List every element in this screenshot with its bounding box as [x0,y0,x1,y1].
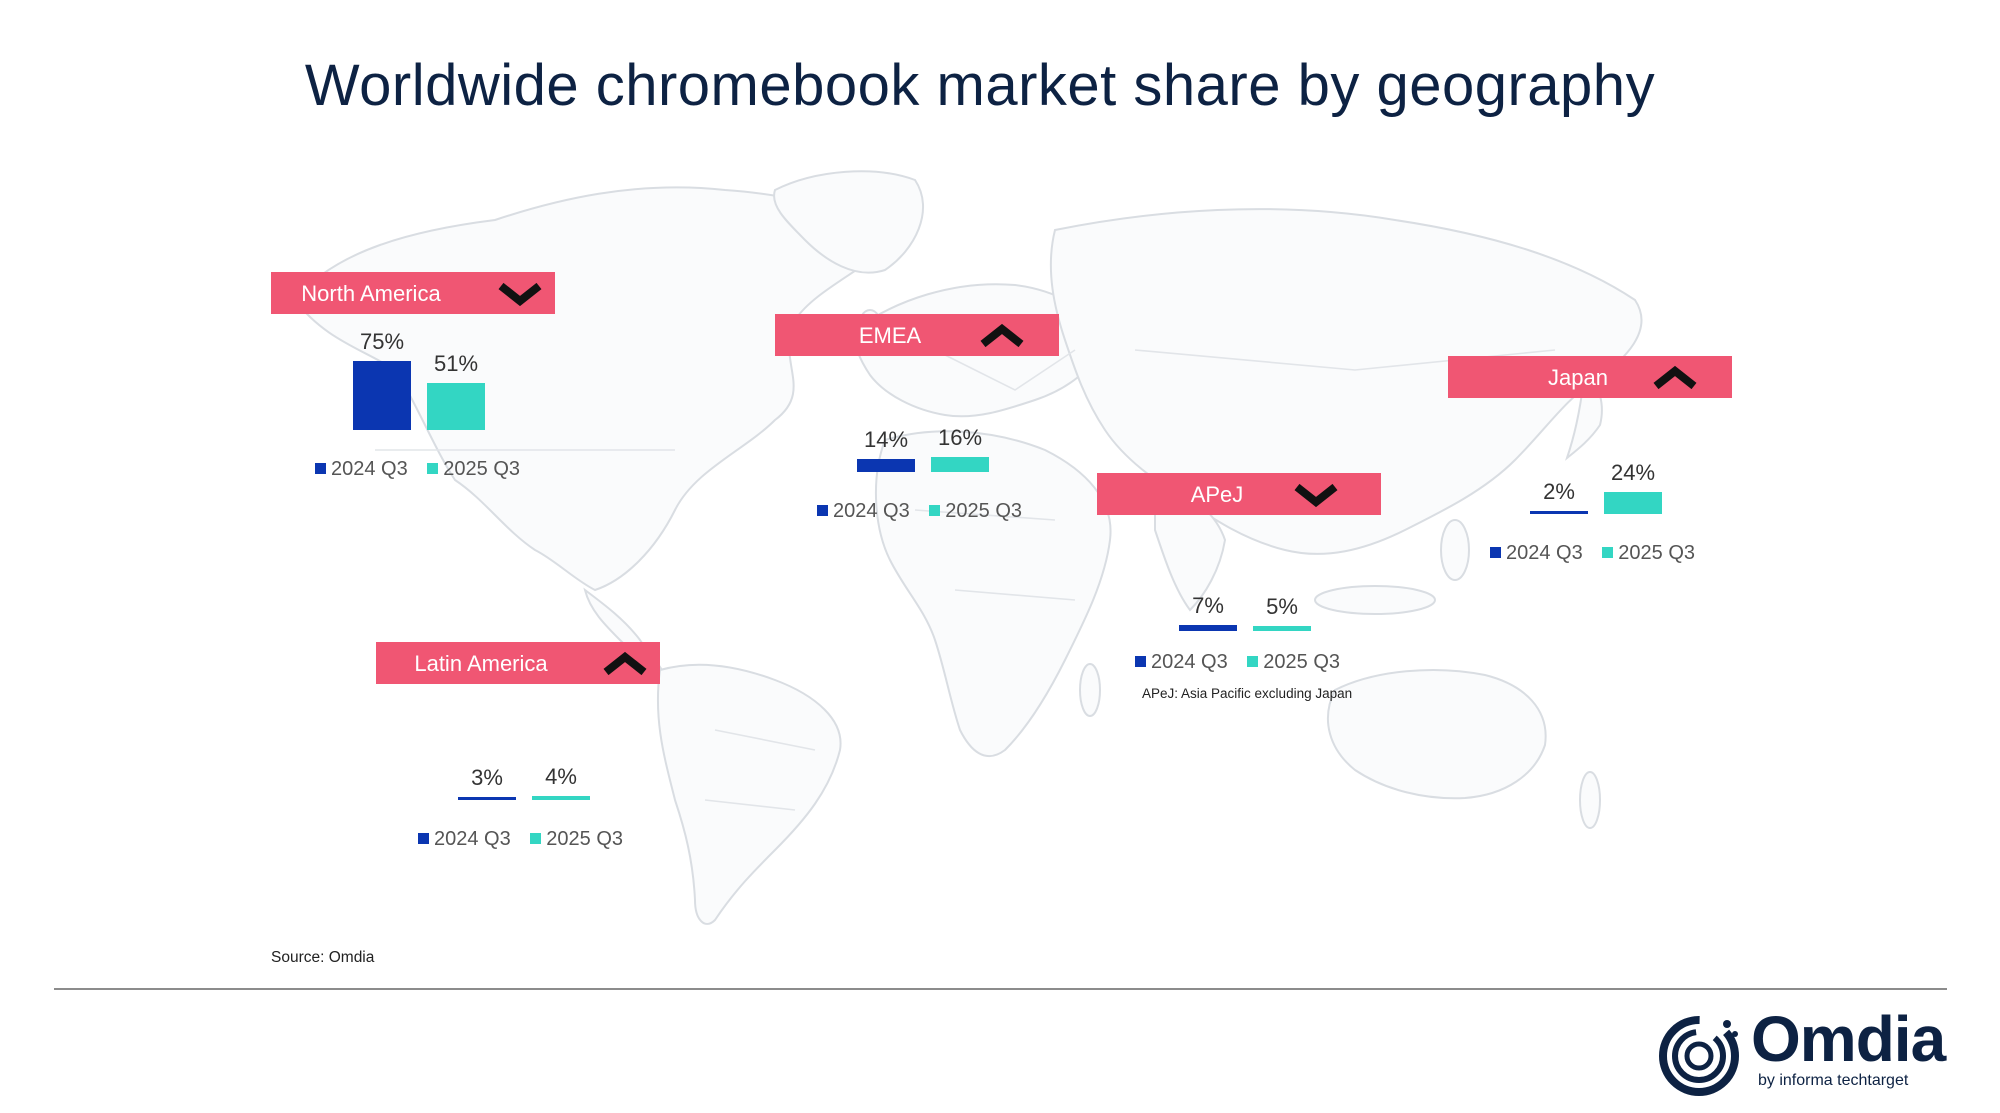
bar-value-label: 2% [1543,479,1575,504]
bar-value-label: 3% [471,765,503,790]
legend-item-2024: 2024 Q3 [315,458,408,481]
bar-2024-q3 [1530,511,1588,514]
region-banner: APeJ [1097,473,1381,515]
chart-legend: 2024 Q3 2025 Q3 [1490,542,1709,565]
map-australia [1326,669,1547,800]
omdia-logo-tagline: by informa techtarget [1758,1072,1909,1089]
bar-2025-q3 [931,457,989,472]
map-border [704,729,816,811]
legend-item-2024: 2024 Q3 [1490,542,1583,565]
region-emea: EMEA 2024 Q3 2025 Q3 14% 16% [775,314,1065,554]
chart-legend: 2024 Q3 2025 Q3 [418,828,637,851]
legend-label: 2024 Q3 [833,500,910,522]
region-name: EMEA [858,323,922,348]
legend-label: 2024 Q3 [331,458,408,480]
bar-value-label: 7% [1192,592,1224,618]
divider [54,988,1947,990]
legend-item-2024: 2024 Q3 [418,828,511,851]
legend-label: 2025 Q3 [443,458,521,480]
map-border [934,349,1076,391]
chart-legend: 2024 Q3 2025 Q3 [817,500,1036,523]
legend-label: 2025 Q3 [546,828,624,850]
bar-2024-q3 [1179,624,1237,631]
legend-label: 2025 Q3 [1618,542,1696,564]
page-title: Worldwide chromebook market share by geo… [304,53,1656,118]
legend-label: 2025 Q3 [1263,651,1341,673]
bar-2024-q3 [857,459,915,472]
map-asia [1049,208,1643,555]
footnote: APeJ: Asia Pacific excluding Japan [1142,686,1353,701]
bar-value-label: 51% [433,351,479,377]
bar-2025-q3 [1604,491,1662,514]
region-banner: Latin America [376,642,660,684]
bar-value-label: 4% [545,764,577,790]
region-name: APeJ [1190,482,1244,507]
region-banner: North America [271,272,555,314]
bar-value-label: 16% [937,425,983,451]
legend-item-2025: 2025 Q3 [427,458,520,481]
bar-2024-q3 [353,361,411,430]
legend-item-2024: 2024 Q3 [817,500,910,523]
legend-item-2025: 2025 Q3 [929,500,1022,523]
region-name: North America [301,281,441,306]
bar-value-label: 5% [1266,594,1298,620]
omdia-logo-word: Omdia [1751,1003,1946,1075]
bar-value-label: 75% [359,329,405,354]
chart-legend: 2024 Q3 2025 Q3 [1135,651,1354,674]
region-name: Japan [1548,365,1608,390]
region-name: Latin America [414,651,548,676]
omdia-logo-icon [1659,1016,1739,1096]
chevron-up-icon [603,651,647,676]
region-north-america: North America 2024 Q3 2025 Q3 75% 51% [271,272,561,512]
map-south-america [656,663,842,925]
source-note: Source: Omdia [271,949,375,966]
legend-item-2025: 2025 Q3 [1602,542,1695,565]
bar-value-label: 24% [1610,459,1656,485]
chevron-down-icon [498,282,542,307]
chevron-up-icon [1653,365,1697,390]
region-latin-america: Latin America 2024 Q3 2025 Q3 3% 4% [376,642,666,882]
map-indonesia [1314,585,1436,615]
map-philippines [1440,519,1470,581]
legend-item-2024: 2024 Q3 [1135,651,1228,674]
map-new-zealand [1579,771,1601,829]
region-banner: EMEA [775,314,1059,356]
bar-value-label: 14% [863,427,909,453]
legend-label: 2024 Q3 [434,828,511,850]
bar-2025-q3 [532,796,590,800]
legend-item-2025: 2025 Q3 [530,828,623,851]
map-greenland [773,170,925,274]
bar-2024-q3 [458,797,516,800]
omdia-logo: Omdia by informa techtarget [1655,1003,1950,1100]
legend-label: 2025 Q3 [945,500,1023,522]
bar-2025-q3 [427,383,485,430]
chart-legend: 2024 Q3 2025 Q3 [315,458,534,481]
legend-label: 2024 Q3 [1151,651,1228,673]
chevron-down-icon [1294,483,1338,508]
chevron-up-icon [980,323,1024,348]
legend-item-2025: 2025 Q3 [1247,651,1340,674]
region-japan: Japan 2024 Q3 2025 Q3 2% 24% [1448,356,1738,596]
bar-2025-q3 [1253,626,1311,631]
legend-label: 2024 Q3 [1506,542,1583,564]
map-madagascar [1079,663,1101,717]
region-banner: Japan [1448,356,1732,398]
region-apej: APeJ 2024 Q3 2025 Q3 7% 5% [1097,473,1387,713]
